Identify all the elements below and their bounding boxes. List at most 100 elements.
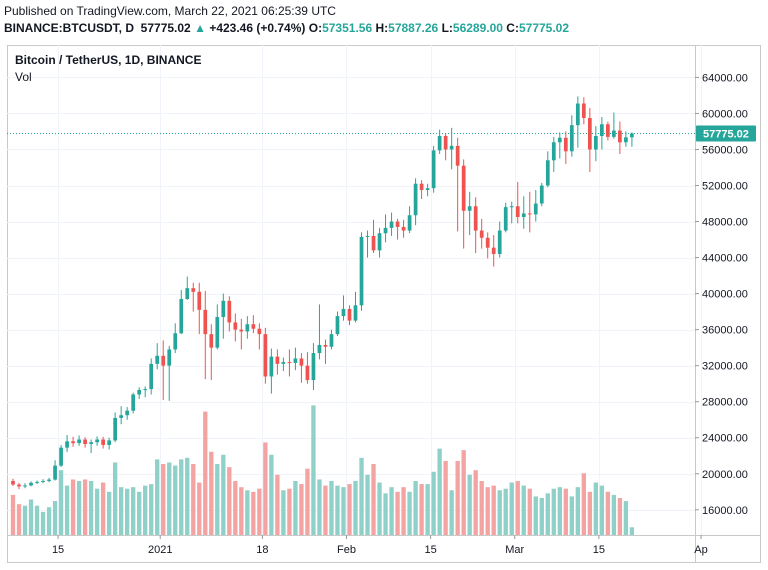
candle-body bbox=[527, 213, 532, 215]
volume-bar bbox=[191, 464, 196, 535]
price-tick-label: 20000.00 bbox=[702, 469, 748, 481]
volume-bar bbox=[443, 460, 448, 535]
volume-bar bbox=[545, 493, 550, 535]
price-axis[interactable]: 16000.00 20000.00 24000.00 28000.00 32000.00… bbox=[695, 72, 748, 517]
published-caption: Published on TradingView.com, March 22, … bbox=[4, 4, 336, 18]
candle-body bbox=[449, 145, 454, 150]
last-price-label: 57775.02 bbox=[703, 128, 749, 140]
volume-bar bbox=[419, 484, 424, 535]
candle-body bbox=[317, 344, 322, 354]
volume-bar bbox=[143, 485, 148, 535]
candle-body bbox=[239, 329, 244, 332]
volume-bar bbox=[563, 488, 568, 535]
candle-body bbox=[293, 358, 298, 363]
candle-body bbox=[443, 135, 448, 150]
candles bbox=[11, 96, 634, 490]
price-tick-label: 24000.00 bbox=[702, 433, 748, 445]
candle-body bbox=[557, 137, 562, 143]
volume-bar bbox=[617, 497, 623, 535]
candle-body bbox=[407, 215, 412, 231]
volume-bar bbox=[431, 471, 436, 535]
volume-bar bbox=[209, 451, 214, 535]
volume-bar bbox=[125, 488, 130, 535]
volume-bar bbox=[317, 479, 322, 535]
candle-body bbox=[323, 344, 328, 347]
volume-bar bbox=[112, 462, 118, 535]
candle-body bbox=[149, 363, 154, 390]
volume-bar bbox=[407, 491, 412, 535]
volume-bar bbox=[197, 482, 202, 535]
candle-body bbox=[209, 334, 214, 348]
volume-bar bbox=[100, 482, 106, 535]
volume-bar bbox=[131, 487, 136, 535]
volume-bar bbox=[551, 488, 556, 535]
volume-bar bbox=[395, 491, 400, 535]
low-value: 56289.00 bbox=[452, 21, 503, 35]
volume-bar bbox=[611, 494, 617, 535]
chart-frame[interactable]: 16000.00 20000.00 24000.00 28000.00 32000.00… bbox=[7, 45, 761, 563]
chart-title: Bitcoin / TetherUS, 1D, BINANCE bbox=[15, 53, 201, 67]
volume-bar bbox=[329, 481, 334, 535]
candle-body bbox=[347, 308, 352, 321]
candle-body bbox=[47, 479, 51, 481]
last-price-badge bbox=[696, 125, 756, 142]
candle-body bbox=[606, 124, 610, 137]
volume-bar bbox=[383, 493, 388, 535]
candle-body bbox=[329, 334, 334, 347]
price-tick-label: 48000.00 bbox=[702, 217, 748, 229]
candle-body bbox=[455, 145, 460, 166]
candle-body bbox=[425, 188, 430, 191]
candle-body bbox=[95, 439, 99, 443]
candle-body bbox=[23, 485, 27, 487]
candle-body bbox=[257, 328, 262, 335]
candle-body bbox=[305, 365, 310, 381]
candle-body bbox=[107, 440, 112, 445]
volume-bar bbox=[527, 488, 532, 535]
candle-body bbox=[35, 481, 39, 483]
candle-body bbox=[185, 288, 190, 300]
candle-body bbox=[581, 103, 586, 118]
volume-bar bbox=[449, 490, 454, 535]
volume-bar bbox=[437, 448, 442, 535]
time-tick-label: 15 bbox=[52, 544, 64, 556]
price-tick-label: 44000.00 bbox=[702, 253, 748, 265]
candle-body bbox=[245, 324, 250, 332]
volume-bar bbox=[245, 490, 250, 535]
candle-body bbox=[624, 137, 628, 143]
time-tick-label: 15 bbox=[424, 544, 436, 556]
price-tick-label: 16000.00 bbox=[702, 505, 748, 517]
time-tick-label: Feb bbox=[337, 544, 356, 556]
triangle-up-icon: ▲ bbox=[194, 21, 206, 35]
volume-bar bbox=[389, 487, 394, 535]
candle-body bbox=[275, 356, 280, 364]
candle-body bbox=[173, 333, 178, 350]
candlestick-chart[interactable]: 16000.00 20000.00 24000.00 28000.00 32000.00… bbox=[7, 45, 761, 563]
candle-body bbox=[413, 183, 418, 216]
candle-body bbox=[263, 334, 268, 377]
volume-bar bbox=[149, 484, 154, 535]
volume-bar bbox=[365, 474, 370, 535]
time-axis[interactable]: 15 2021 18 Feb 15 Mar 15 Ap bbox=[52, 535, 708, 556]
symbol-name: BINANCE:BTCUSDT, D bbox=[4, 21, 134, 35]
volume-bar bbox=[233, 481, 238, 535]
volume-bar bbox=[629, 527, 635, 535]
candle-body bbox=[618, 130, 622, 143]
volume-bar bbox=[491, 485, 496, 535]
candle-body bbox=[467, 206, 472, 211]
volume-bar bbox=[173, 465, 178, 535]
volume-bar bbox=[287, 488, 292, 535]
volume-bar bbox=[533, 496, 538, 535]
price-tick-label: 60000.00 bbox=[702, 108, 748, 120]
candle-body bbox=[533, 203, 538, 215]
volume-bar bbox=[413, 481, 418, 535]
volume-bar bbox=[455, 460, 460, 535]
candle-body bbox=[497, 230, 502, 254]
volume-bar bbox=[40, 511, 46, 535]
time-tick-label: Mar bbox=[505, 544, 524, 556]
volume-bar bbox=[257, 488, 262, 535]
candle-body bbox=[521, 213, 526, 218]
volume-bar bbox=[473, 470, 478, 535]
candle-body bbox=[515, 206, 520, 218]
candle-body bbox=[77, 439, 81, 444]
volume-bar bbox=[215, 464, 220, 535]
